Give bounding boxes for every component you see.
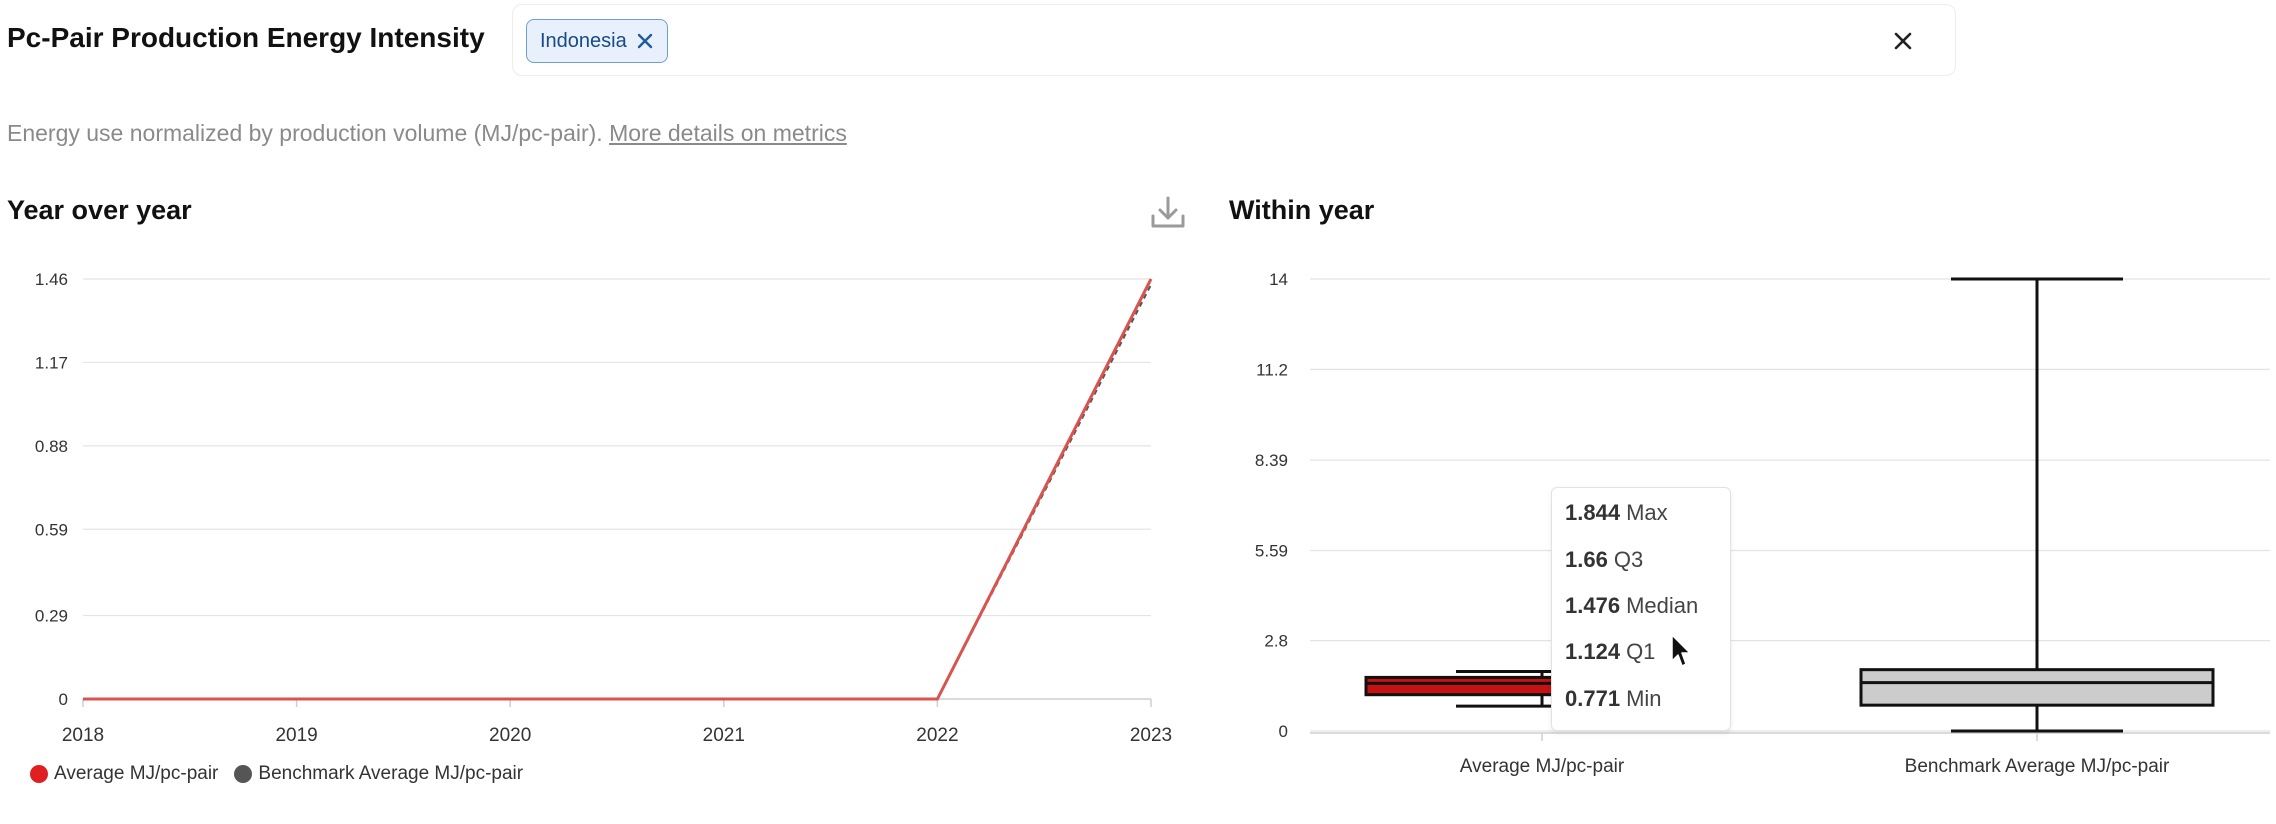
y-tick-label: 0 <box>1279 722 1288 741</box>
yoy-line-chart: 0 0.29 0.59 0.88 1.17 1.46 2018 2019 2020 2021 202… <box>35 270 1172 746</box>
y-tick-label: 2.8 <box>1264 632 1288 651</box>
y-tick-label: 1.46 <box>35 270 68 289</box>
y-tick-label: 0.59 <box>35 520 68 539</box>
filter-chip-indonesia[interactable]: Indonesia <box>526 19 668 63</box>
box-benchmark: Benchmark Average MJ/pc-pair <box>1859 277 2215 777</box>
y-tick-label: 0.88 <box>35 437 68 456</box>
x-tick-label: 2018 <box>62 725 104 746</box>
tooltip-row-median: 1.476 Median <box>1565 583 1730 629</box>
legend-label-average: Average MJ/pc-pair <box>54 763 219 784</box>
filter-bar[interactable]: Indonesia <box>512 4 1956 76</box>
mouse-cursor-icon <box>1671 634 1691 667</box>
tooltip-value: 1.66 <box>1565 546 1608 572</box>
y-tick-label: 8.39 <box>1255 451 1288 470</box>
series-line-benchmark <box>83 284 1152 700</box>
tooltip-label: Median <box>1626 592 1699 618</box>
close-icon[interactable] <box>635 31 655 51</box>
page-title: Pc-Pair Production Energy Intensity <box>7 22 485 53</box>
within-year-box-chart: 0 2.8 5.59 8.39 11.2 14 Average MJ/pc-pair Benc… <box>1255 270 2270 777</box>
tooltip-label: Min <box>1626 685 1662 711</box>
page-description: Energy use normalized by production volu… <box>7 120 847 147</box>
box-tooltip: 1.844 Max 1.66 Q3 1.476 Median 1.124 Q1 … <box>1551 487 1731 731</box>
y-tick-label: 11.2 <box>1256 360 1288 379</box>
x-category-label: Average MJ/pc-pair <box>1460 756 1625 777</box>
y-tick-label: 14 <box>1269 270 1288 289</box>
y-tick-label: 0.29 <box>35 607 68 626</box>
within-year-section-title: Within year <box>1229 195 1375 225</box>
filter-chip-label: Indonesia <box>540 29 627 52</box>
legend-item-benchmark[interactable]: Benchmark Average MJ/pc-pair <box>234 763 523 785</box>
legend-label-benchmark: Benchmark Average MJ/pc-pair <box>258 763 524 784</box>
tooltip-label: Max <box>1626 500 1668 526</box>
tooltip-value: 1.124 <box>1565 639 1621 665</box>
y-tick-label: 0 <box>59 690 68 709</box>
legend-item-average[interactable]: Average MJ/pc-pair <box>30 763 218 785</box>
yoy-legend: Average MJ/pc-pair Benchmark Average MJ/… <box>30 763 523 785</box>
x-tick-label: 2023 <box>1130 725 1172 746</box>
legend-swatch-average <box>30 765 48 783</box>
description-text: Energy use normalized by production volu… <box>7 120 603 146</box>
y-tick-label: 5.59 <box>1255 542 1288 561</box>
tooltip-row-min: 0.771 Min <box>1565 676 1730 722</box>
tooltip-row-q1: 1.124 Q1 <box>1565 629 1730 675</box>
yoy-section-title: Year over year <box>7 195 192 225</box>
tooltip-row-max: 1.844 Max <box>1565 490 1730 536</box>
download-icon[interactable] <box>1148 192 1188 232</box>
legend-swatch-benchmark <box>234 765 253 783</box>
tooltip-value: 1.844 <box>1565 500 1621 526</box>
tooltip-value: 1.476 <box>1565 592 1621 618</box>
tooltip-label: Q1 <box>1626 639 1656 665</box>
x-tick-label: 2020 <box>489 725 531 746</box>
series-line-average <box>83 278 1153 701</box>
box-iqr <box>1859 668 2215 707</box>
y-tick-label: 1.17 <box>35 353 68 372</box>
clear-filters-icon[interactable] <box>1891 29 1915 53</box>
tooltip-value: 0.771 <box>1565 685 1621 711</box>
metrics-details-link[interactable]: More details on metrics <box>609 120 847 146</box>
x-tick-label: 2022 <box>916 725 958 746</box>
x-tick-label: 2021 <box>703 725 745 746</box>
tooltip-row-q3: 1.66 Q3 <box>1565 536 1730 582</box>
x-category-label: Benchmark Average MJ/pc-pair <box>1905 756 2170 777</box>
tooltip-label: Q3 <box>1613 546 1644 572</box>
x-tick-label: 2019 <box>275 725 317 746</box>
